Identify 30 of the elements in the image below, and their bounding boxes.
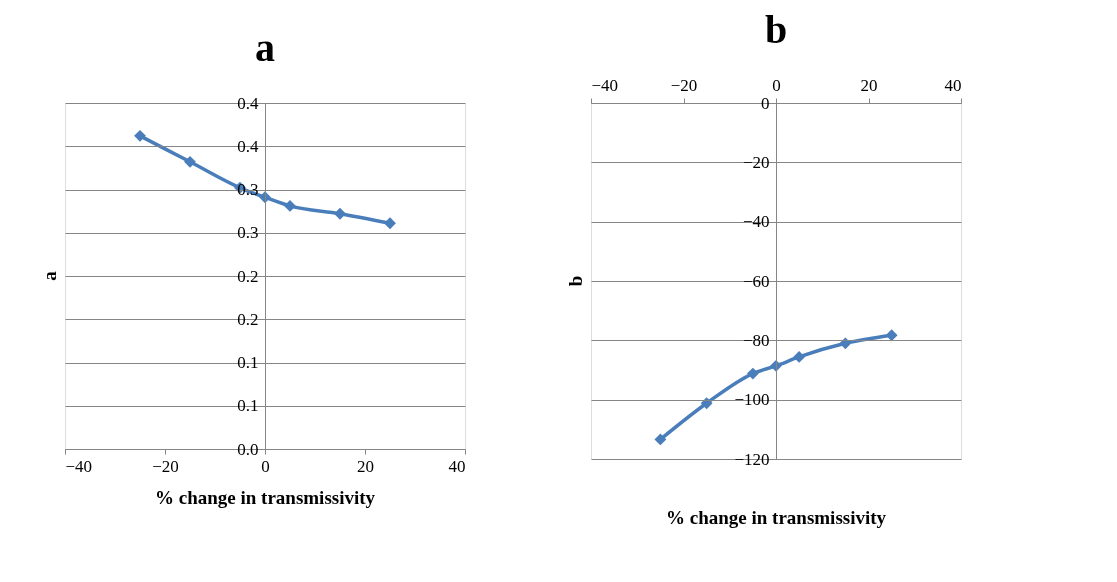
y-axis-title: b bbox=[565, 275, 586, 287]
y-tick-label: −120 bbox=[734, 449, 770, 469]
y-tick-label: 0.1 bbox=[237, 396, 259, 416]
y-tick-label: −60 bbox=[742, 271, 770, 291]
y-tick-label: 0.3 bbox=[237, 223, 259, 243]
x-tick-label: −40 bbox=[591, 75, 619, 95]
y-tick-label: −40 bbox=[742, 212, 770, 232]
y-tick-label: 0.0 bbox=[237, 439, 259, 459]
y-tick-label: 0.4 bbox=[237, 136, 259, 156]
x-tick-label: 40 bbox=[448, 456, 466, 476]
y-tick-label: 0.2 bbox=[237, 309, 259, 329]
x-tick-label: −20 bbox=[670, 75, 698, 95]
y-tick-label: 0.1 bbox=[237, 353, 259, 372]
y-tick-label: 0 bbox=[761, 93, 770, 113]
y-tick-label: 0.2 bbox=[237, 266, 259, 286]
y-tick-label: 0.4 bbox=[237, 93, 259, 113]
y-tick-label: −80 bbox=[742, 330, 770, 350]
x-tick-label: 20 bbox=[860, 75, 878, 95]
y-axis-title: a bbox=[39, 270, 60, 281]
x-tick-label: 20 bbox=[357, 456, 374, 476]
x-tick-label: 40 bbox=[944, 75, 962, 95]
chart-title: a bbox=[255, 25, 275, 70]
x-axis-title: % change in transmissivity bbox=[665, 507, 887, 528]
x-axis-title: % change in transmissivity bbox=[154, 487, 376, 508]
y-tick-label: −100 bbox=[734, 390, 770, 410]
chart-title: b bbox=[764, 7, 788, 52]
x-tick-label: −20 bbox=[152, 456, 179, 476]
x-tick-label: −40 bbox=[65, 456, 93, 476]
y-tick-label: −20 bbox=[742, 152, 770, 172]
y-tick-label: 0.3 bbox=[237, 180, 259, 199]
